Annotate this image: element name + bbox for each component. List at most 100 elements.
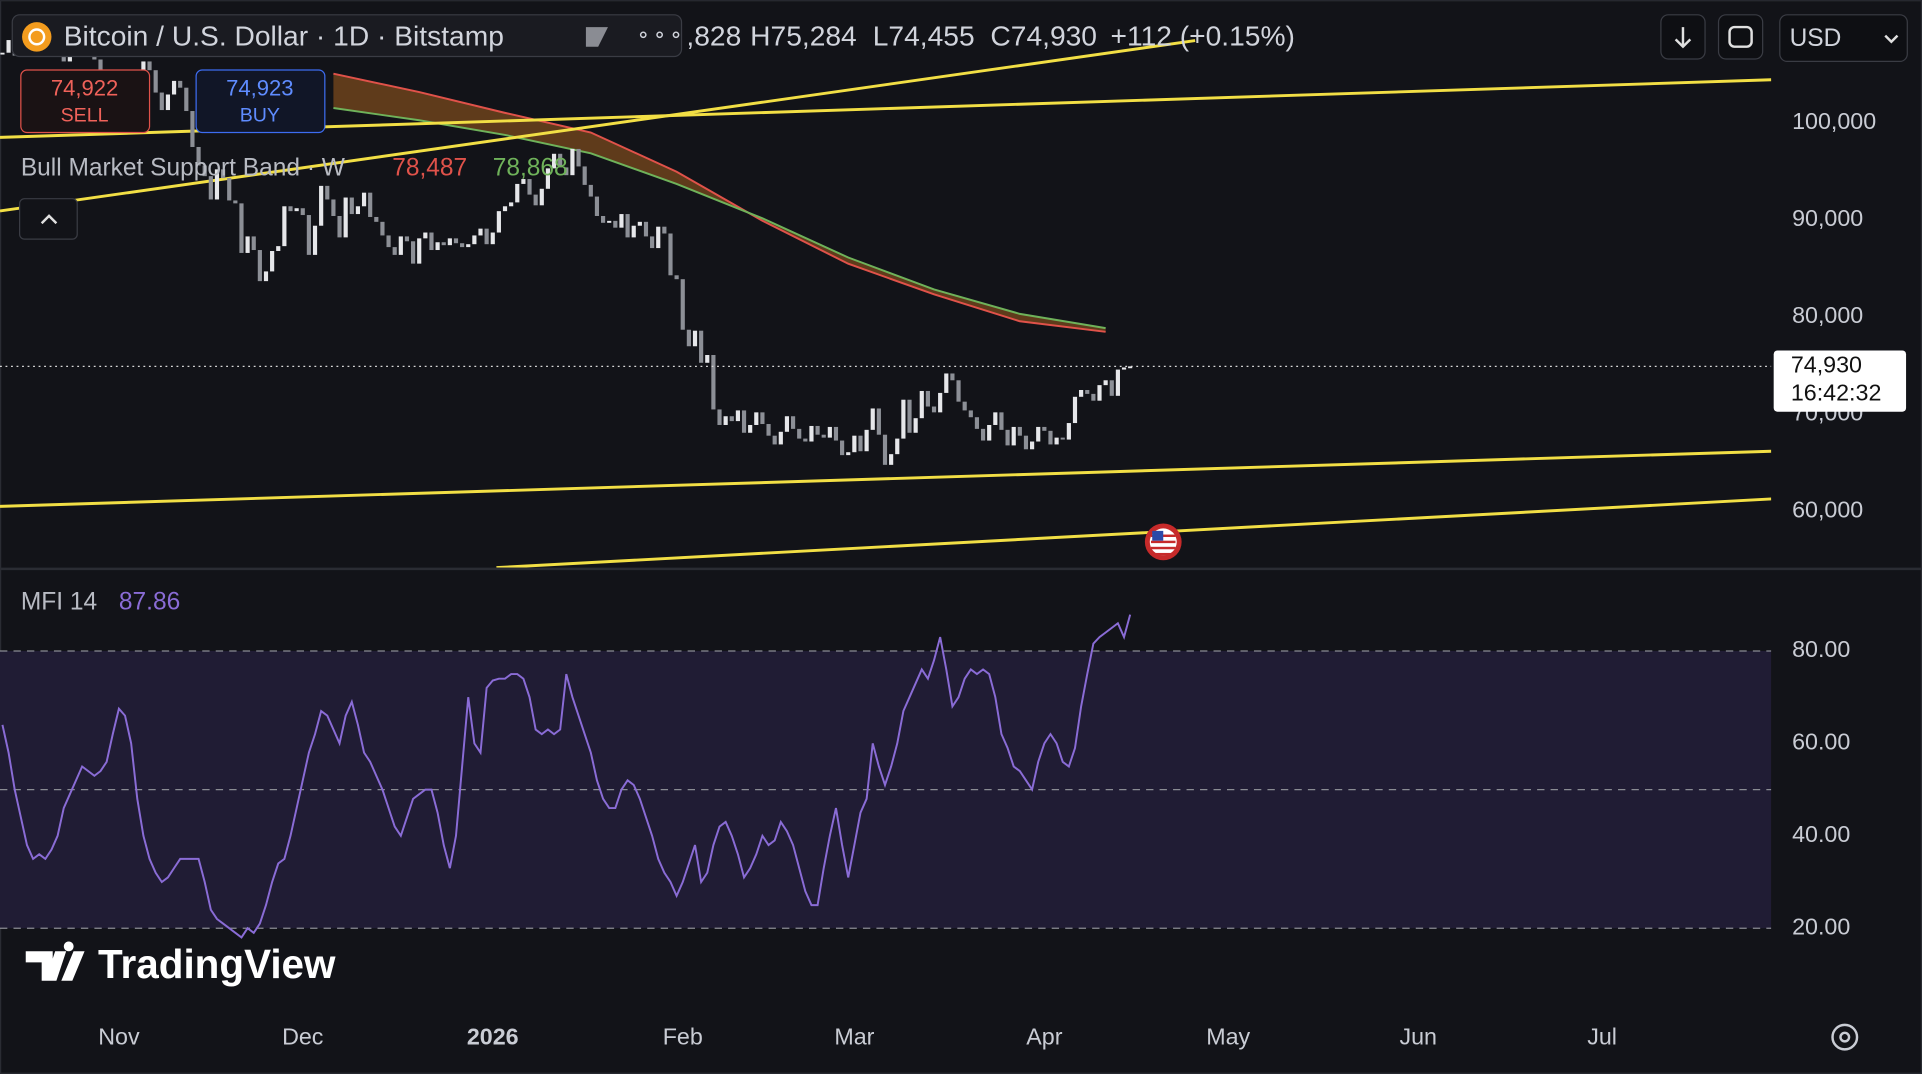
candle: [1079, 389, 1084, 397]
currency-dropdown[interactable]: [1779, 14, 1908, 63]
candle: [1060, 437, 1065, 440]
candle: [527, 179, 532, 195]
candle: [453, 238, 459, 244]
candle: [876, 408, 881, 435]
tv-logo-mark: [25, 941, 85, 981]
candle: [576, 148, 581, 167]
candle: [1121, 367, 1127, 370]
candle: [1011, 426, 1016, 446]
candle: [674, 275, 679, 280]
band-line: [333, 107, 1106, 330]
band-line: [333, 72, 1106, 333]
candle: [435, 242, 440, 251]
candle: [98, 59, 103, 78]
candle: [870, 408, 875, 430]
sell-button[interactable]: [20, 69, 151, 134]
trendline: [496, 497, 1772, 568]
candle: [1005, 429, 1010, 446]
candle: [772, 435, 777, 445]
settings-icon: [1839, 1031, 1851, 1043]
candle: [1017, 426, 1022, 436]
candle: [184, 87, 189, 112]
candle: [882, 434, 888, 465]
candle: [233, 200, 238, 204]
symbol-chip[interactable]: [11, 14, 683, 58]
candle: [1036, 426, 1041, 442]
x-tick-label: Nov: [98, 1023, 140, 1049]
candle: [227, 178, 232, 201]
candle: [141, 61, 146, 78]
band-fill: [333, 73, 1106, 332]
candle: [889, 454, 894, 465]
candle: [944, 373, 949, 393]
candle: [478, 228, 483, 236]
candle: [1030, 441, 1035, 450]
candle: [1091, 393, 1096, 401]
event-marker-stripe: [1150, 546, 1176, 550]
candle: [441, 242, 446, 246]
collapse-button[interactable]: [18, 198, 78, 240]
candle: [754, 412, 759, 425]
candle: [263, 271, 269, 282]
candle: [306, 215, 311, 255]
candle: [686, 329, 691, 347]
ohlc-high: H75,284: [750, 20, 857, 52]
candle: [680, 279, 685, 330]
event-marker-stripe: [1150, 540, 1176, 544]
buy-button[interactable]: [195, 69, 326, 134]
refresh-icon: [1728, 25, 1753, 48]
candle: [484, 228, 489, 245]
candle: [637, 221, 642, 226]
candle: [208, 176, 213, 200]
candle: [1023, 435, 1029, 450]
y-tick-label: 80,000: [1792, 302, 1863, 328]
axes: 60,00070,00080,00090,000100,00074,93016:…: [98, 108, 1907, 1049]
flag-icon[interactable]: [585, 27, 608, 47]
mfi-tick-label: 40.00: [1792, 821, 1850, 847]
candle: [950, 373, 955, 381]
candle: [821, 434, 826, 438]
candle: [913, 418, 918, 433]
candle: [692, 330, 698, 347]
candle: [840, 440, 845, 456]
x-tick-label: May: [1206, 1023, 1250, 1049]
mfi-band: [0, 650, 1772, 929]
more-icon[interactable]: ⚬⚬⚬: [635, 25, 684, 47]
ohlc-change: +112 (+0.15%): [1111, 20, 1295, 52]
candle: [803, 438, 808, 442]
mfi-tick-label: 60.00: [1792, 729, 1850, 755]
candle: [502, 206, 508, 212]
candle: [251, 236, 256, 251]
candle: [257, 250, 262, 282]
candle: [276, 246, 281, 251]
y-tick-label: 90,000: [1792, 205, 1863, 231]
candle: [784, 416, 790, 432]
candle: [343, 197, 348, 238]
candle: [766, 424, 771, 436]
candle: [1048, 430, 1053, 445]
refresh-button[interactable]: [1717, 14, 1764, 60]
candle: [551, 153, 557, 169]
candle: [895, 438, 900, 455]
candle: [1097, 385, 1102, 401]
mfi-legend: MFI 14: [21, 589, 97, 616]
candle: [564, 167, 569, 176]
band-legend: Bull Market Support Band · W: [21, 155, 346, 182]
candle: [588, 184, 593, 197]
x-tick-label: Jun: [1399, 1023, 1437, 1049]
candle: [1103, 380, 1108, 386]
candle: [374, 216, 379, 222]
candle: [1042, 426, 1047, 431]
candle: [956, 380, 961, 402]
last-price-label: 74,930: [1791, 352, 1862, 378]
candle: [717, 409, 722, 425]
settings-button[interactable]: [1831, 1023, 1859, 1051]
candle: [496, 211, 501, 233]
sell-price: 74,922: [51, 75, 118, 100]
candle: [901, 399, 906, 439]
candle: [864, 429, 869, 452]
candle: [705, 355, 710, 363]
candle: [521, 179, 526, 184]
x-tick-label: 2026: [467, 1023, 519, 1049]
candle: [735, 410, 740, 422]
